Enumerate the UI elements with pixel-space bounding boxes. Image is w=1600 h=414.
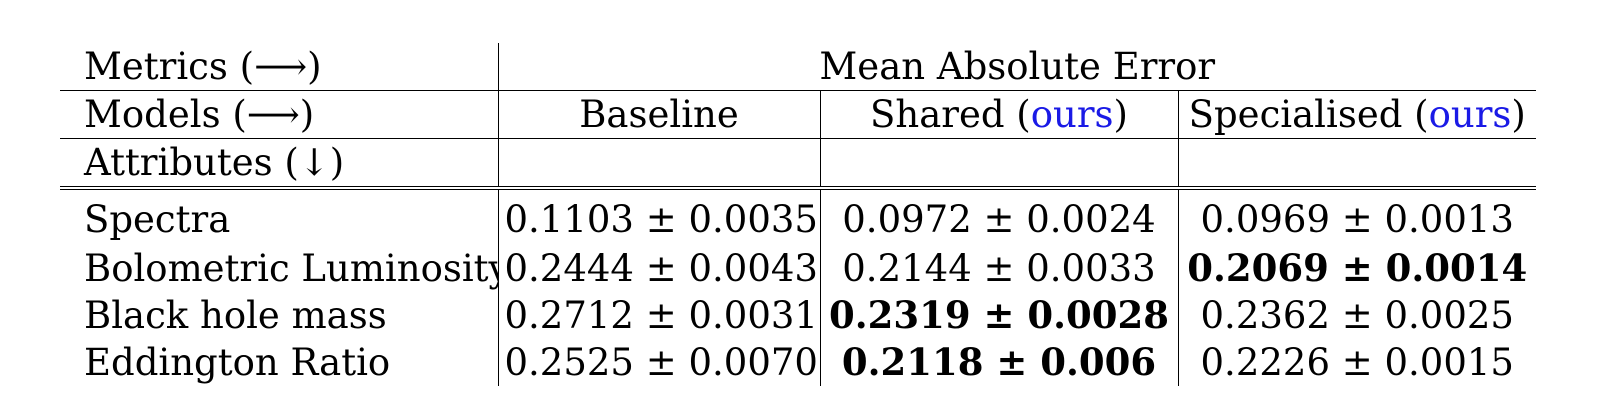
- table-row: Black hole mass 0.2712 ± 0.0031 0.2319 ± 0…: [60, 292, 1536, 339]
- table-row: Bolometric Luminosity 0.2444 ± 0.0043 0.21…: [60, 245, 1536, 292]
- value-cell: 0.2444 ± 0.0043: [497, 245, 820, 292]
- value-cell: 0.2525 ± 0.0070: [497, 339, 820, 386]
- attribute-cell: Eddington Ratio: [84, 341, 391, 384]
- model-header-shared: Shared (ours): [819, 90, 1178, 139]
- model-name: Shared (: [870, 93, 1031, 136]
- model-header-baseline: Baseline: [497, 90, 820, 139]
- attribute-cell: Black hole mass: [84, 294, 387, 337]
- attribute-cell: Bolometric Luminosity: [84, 247, 498, 290]
- table-row: Eddington Ratio 0.2525 ± 0.0070 0.2118 ± 0…: [60, 339, 1536, 386]
- value-cell: 0.1103 ± 0.0035: [497, 186, 820, 245]
- attributes-header-row: Attributes (↓): [60, 138, 1536, 188]
- value-cell: 0.2069 ± 0.0014: [1177, 245, 1536, 292]
- model-name: Baseline: [579, 93, 739, 136]
- metric-name: Mean Absolute Error: [497, 43, 1536, 91]
- ours-tag: ours: [1428, 93, 1512, 136]
- table-row: Spectra 0.1103 ± 0.0035 0.0972 ± 0.0024 0.0…: [60, 186, 1536, 245]
- models-label: Models (⟶): [60, 90, 498, 139]
- value-cell: 0.2226 ± 0.0015: [1177, 339, 1536, 386]
- model-name-close: ): [1113, 93, 1128, 136]
- model-header-specialised: Specialised (ours): [1177, 90, 1536, 139]
- models-header-row: Models (⟶) Baseline Shared (ours) Specia…: [60, 90, 1536, 139]
- empty-cell: [819, 138, 1178, 188]
- results-table: Metrics (⟶) Mean Absolute Error Models (…: [60, 43, 1536, 386]
- model-name-close: ): [1511, 93, 1526, 136]
- model-name: Specialised (: [1188, 93, 1429, 136]
- value-cell: 0.2118 ± 0.006: [819, 339, 1178, 386]
- value-cell: 0.2319 ± 0.0028: [819, 292, 1178, 339]
- metrics-label: Metrics (⟶): [84, 45, 322, 88]
- attribute-cell: Spectra: [60, 186, 498, 245]
- attributes-label: Attributes (↓): [60, 138, 498, 188]
- value-cell: 0.2144 ± 0.0033: [819, 245, 1178, 292]
- empty-cell: [1177, 138, 1536, 188]
- value-cell: 0.0969 ± 0.0013: [1177, 186, 1536, 245]
- metrics-header-row: Metrics (⟶) Mean Absolute Error: [60, 43, 1536, 91]
- empty-cell: [497, 138, 820, 188]
- value-cell: 0.0972 ± 0.0024: [819, 186, 1178, 245]
- ours-tag: ours: [1030, 93, 1114, 136]
- value-cell: 0.2362 ± 0.0025: [1177, 292, 1536, 339]
- value-cell: 0.2712 ± 0.0031: [497, 292, 820, 339]
